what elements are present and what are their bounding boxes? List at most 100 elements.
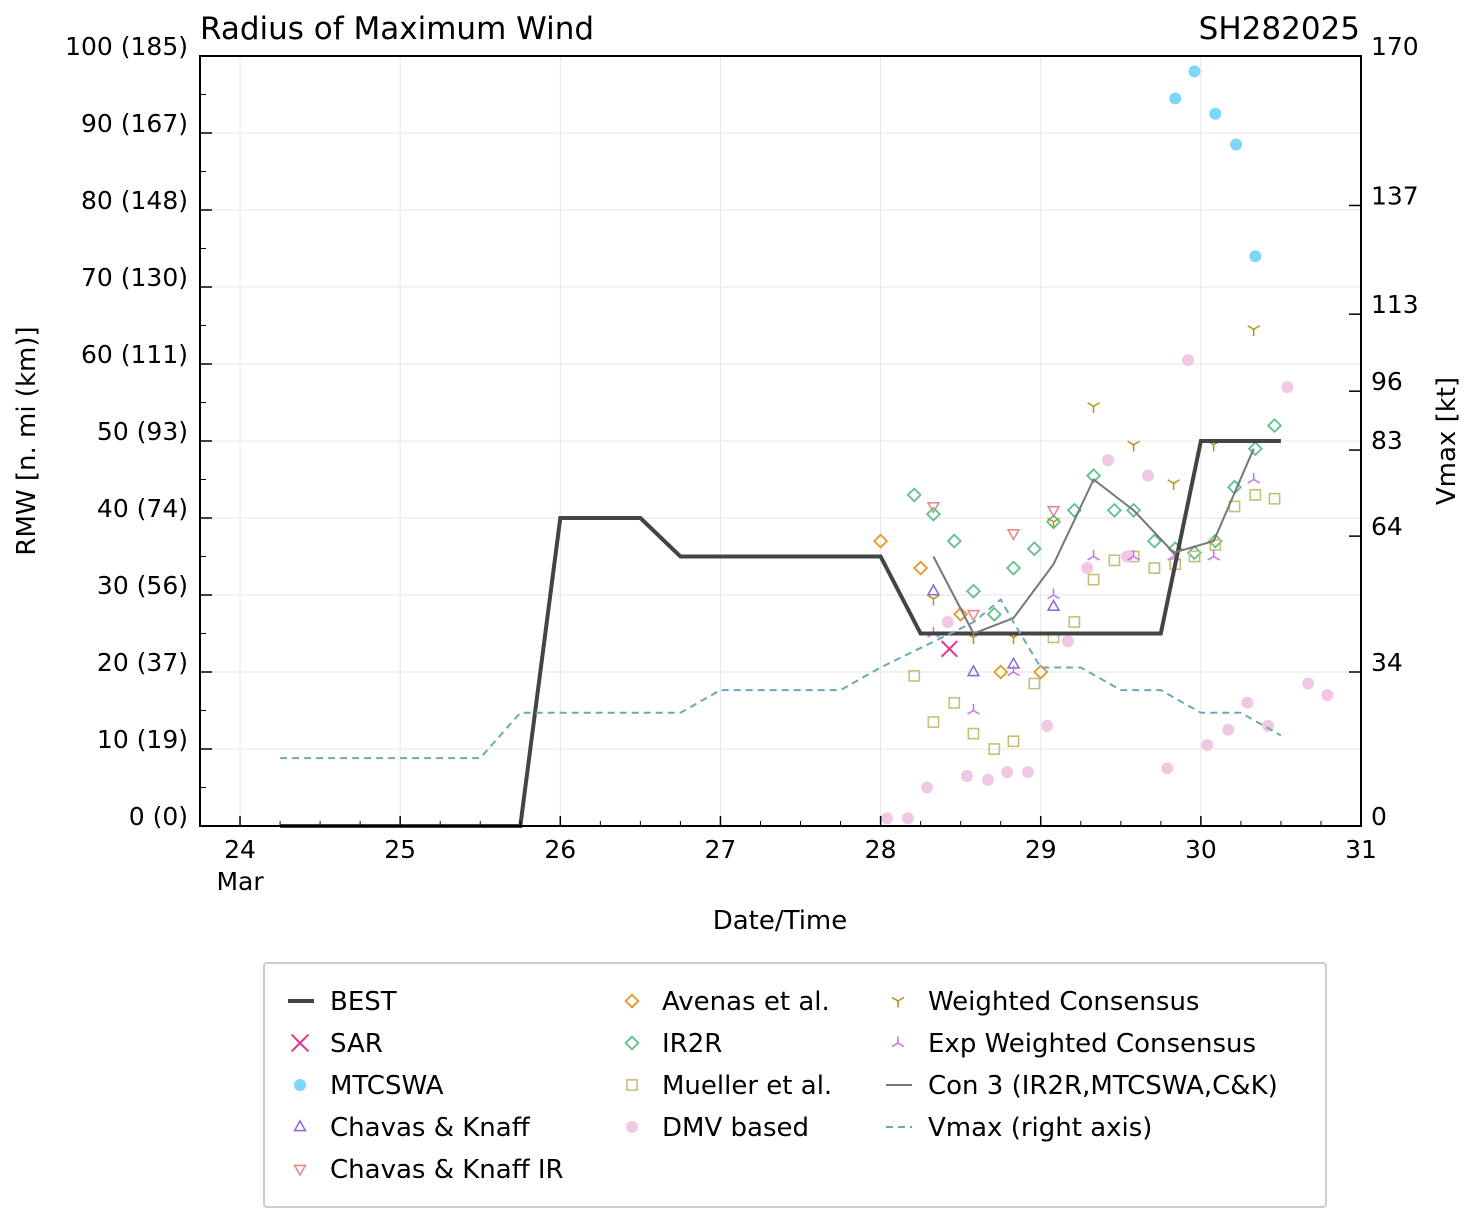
marker-square [1148, 562, 1161, 574]
data-point [1106, 502, 1122, 518]
data-point [626, 1079, 638, 1091]
marker-diamond [1066, 502, 1082, 518]
data-point [921, 781, 934, 794]
legend-item: MTCSWA [294, 1071, 444, 1101]
marker-stroke [1127, 440, 1135, 446]
marker-dot [1142, 469, 1155, 482]
marker-dot [1182, 354, 1195, 367]
data-point [1182, 354, 1195, 367]
data-point [901, 812, 914, 825]
x-tick-label: 24 [224, 835, 256, 864]
data-point [988, 743, 1001, 755]
marker-diamond [965, 583, 982, 599]
legend-item: Vmax (right axis) [886, 1113, 1152, 1143]
data-point [1169, 92, 1182, 105]
data-point [1081, 562, 1094, 575]
marker-stroke [1133, 555, 1141, 561]
y-tick-label: 20 (37) [97, 648, 188, 677]
data-point [1247, 472, 1261, 484]
data-point [1268, 492, 1281, 505]
legend-label: Exp Weighted Consensus [928, 1029, 1256, 1059]
data-point [1161, 762, 1174, 775]
right-tick-label: 96 [1371, 367, 1403, 396]
marker-stroke [1047, 517, 1054, 523]
series-mtcswa [1169, 65, 1262, 263]
marker-dot [1101, 454, 1114, 467]
marker-stroke [1093, 555, 1100, 561]
marker-stroke [1167, 555, 1175, 561]
data-point [906, 487, 922, 503]
legend-item: BEST [288, 987, 397, 1017]
marker-stroke [1087, 555, 1094, 561]
marker-dot [1201, 739, 1214, 752]
marker-stroke [1133, 440, 1141, 446]
data-point [1087, 402, 1100, 413]
series-ir2r [906, 418, 1283, 622]
y-tick-label: 40 (74) [97, 494, 188, 523]
marker-square [988, 743, 1001, 755]
y-tick-label: 30 (56) [97, 571, 188, 600]
series-best [280, 439, 1281, 828]
data-point [1041, 719, 1054, 732]
y-tick-label: 70 (130) [81, 263, 188, 292]
right-axis-label: Vmax [kt] [1432, 377, 1462, 505]
marker-dot [921, 781, 934, 794]
data-point [1061, 635, 1074, 648]
data-point [1142, 469, 1155, 482]
chart-title: Radius of Maximum Wind [200, 11, 594, 47]
x-tick-label: 27 [705, 835, 737, 864]
marker-stroke [927, 594, 934, 600]
marker-stroke [1167, 479, 1175, 485]
right-tick-label: 0 [1371, 802, 1387, 831]
legend-label: Vmax (right axis) [928, 1113, 1152, 1143]
legend-item: Avenas et al. [624, 987, 830, 1017]
series-chavas-knaff-ir [926, 502, 1061, 622]
data-point [290, 1033, 310, 1053]
marker-stroke [1047, 594, 1054, 600]
data-point [981, 773, 994, 786]
legend-label: Con 3 (IR2R,MTCSWA,C&K) [928, 1071, 1278, 1101]
y-tick-label: 10 (19) [97, 725, 188, 754]
x-tick-label: 26 [544, 835, 576, 864]
marker-stroke [1007, 671, 1014, 677]
marker-stroke [933, 594, 940, 600]
data-point [967, 703, 980, 715]
legend-label: SAR [330, 1029, 383, 1059]
marker-diamond [1005, 560, 1022, 576]
data-point [1247, 441, 1263, 457]
data-point [1241, 696, 1254, 709]
marker-diamond [1033, 664, 1049, 680]
marker-stroke [967, 709, 974, 715]
marker-square [1268, 492, 1281, 505]
data-point [1108, 554, 1121, 567]
data-point [966, 609, 981, 622]
marker-diamond [906, 487, 922, 503]
data-point [1281, 381, 1294, 394]
data-point [908, 669, 921, 682]
marker-square [967, 727, 980, 740]
data-point [1028, 677, 1041, 690]
marker-stroke [1013, 671, 1020, 677]
data-point [1266, 418, 1283, 434]
legend-label: Chavas & Knaff [330, 1113, 531, 1143]
marker-diamond [624, 1035, 640, 1051]
legend-item: IR2R [624, 1029, 722, 1059]
data-point [1021, 766, 1034, 779]
data-point [873, 533, 889, 549]
data-point [940, 640, 958, 658]
legend-label: DMV based [662, 1113, 809, 1143]
data-point [1209, 107, 1222, 120]
x-axis-label: Date/Time [713, 906, 848, 936]
legend-item: Chavas & Knaff IR [293, 1155, 564, 1185]
data-point [1007, 735, 1020, 748]
data-point [1207, 549, 1221, 561]
x-tick-label: 29 [1025, 835, 1057, 864]
data-point [1201, 739, 1214, 752]
marker-dot [1121, 550, 1134, 563]
marker-stroke [891, 1042, 899, 1048]
marker-stroke [1247, 325, 1255, 331]
y-tick-label: 0 (0) [129, 802, 188, 831]
data-point [926, 583, 941, 596]
marker-square [1007, 735, 1020, 748]
data-point [1249, 488, 1262, 501]
